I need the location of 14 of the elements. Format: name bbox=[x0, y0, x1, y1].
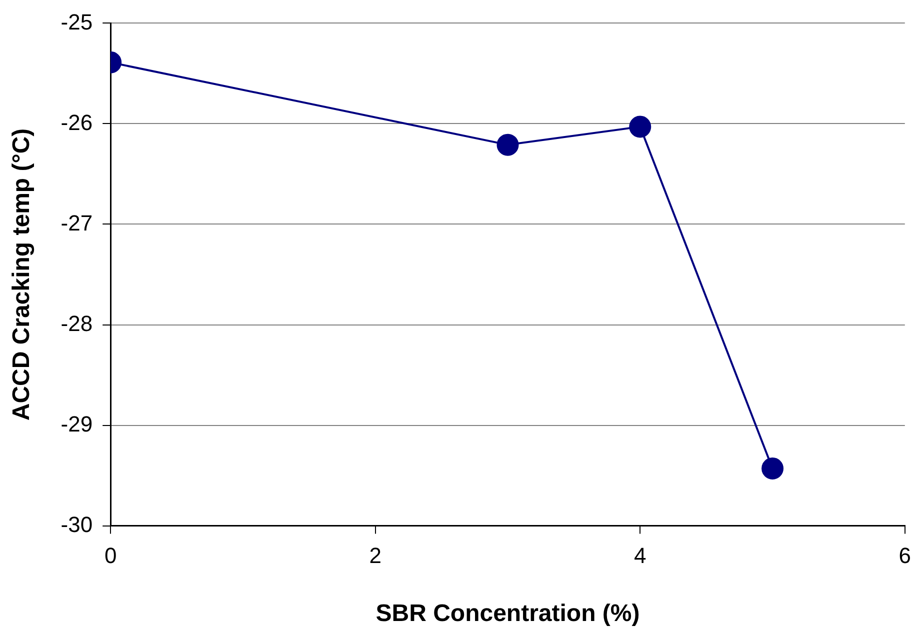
point bbox=[629, 116, 652, 138]
y-tick-label: -28 bbox=[60, 310, 93, 336]
y-tick-label: -29 bbox=[60, 411, 93, 436]
y-tick-label: -26 bbox=[60, 110, 93, 135]
x-tick-label: 4 bbox=[634, 543, 646, 568]
y-tick-label: -25 bbox=[60, 9, 93, 34]
x-tick-label: 0 bbox=[104, 543, 117, 568]
y-axis-title: ACCD Cracking temp (°C) bbox=[8, 128, 36, 421]
x-axis-title: SBR Concentration (%) bbox=[376, 600, 640, 628]
y-tick-label: -27 bbox=[60, 210, 93, 236]
x-tick-label: 6 bbox=[898, 543, 912, 568]
x-tick-label: 2 bbox=[369, 543, 382, 568]
point bbox=[762, 458, 784, 480]
y-tick-label: -30 bbox=[60, 512, 93, 537]
